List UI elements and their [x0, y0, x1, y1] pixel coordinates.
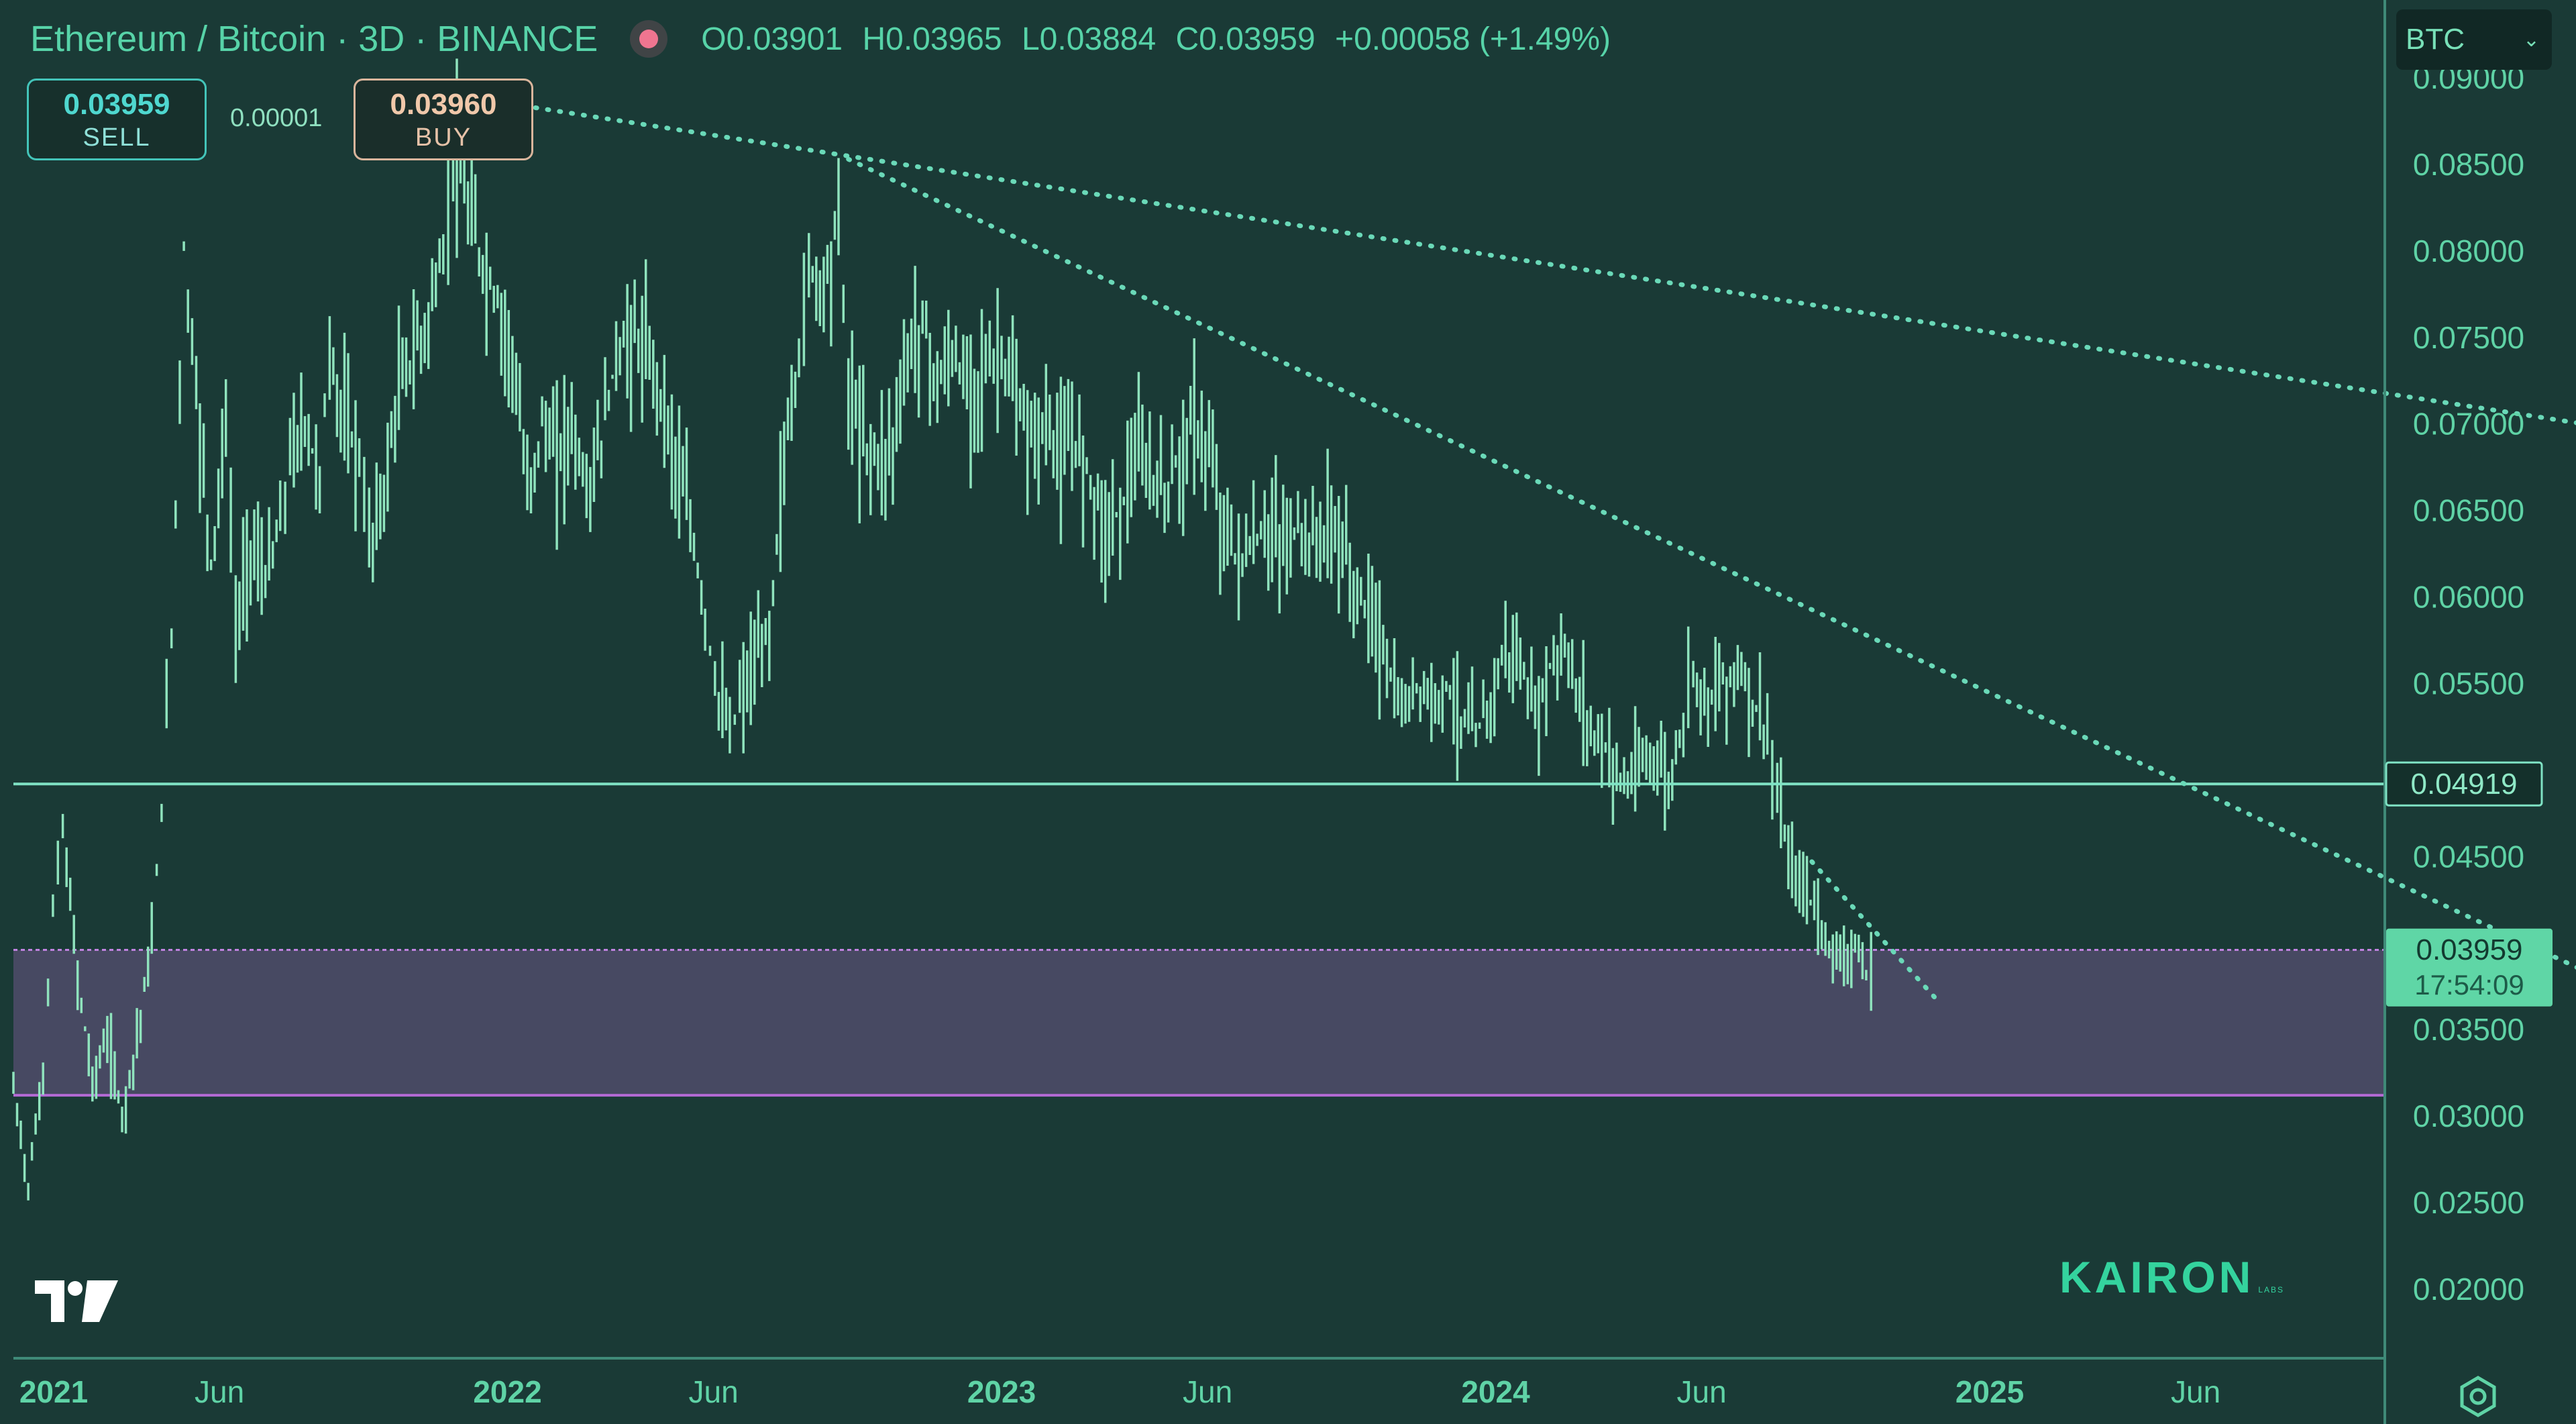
high-value: H0.03965	[862, 21, 1002, 57]
market-status-icon	[639, 30, 659, 48]
chevron-down-icon: ⌄	[2522, 28, 2540, 51]
time-tick-2: 2022	[473, 1374, 541, 1409]
trendline-0	[485, 98, 2576, 425]
time-tick-1: Jun	[195, 1374, 244, 1409]
close-value: C0.03959	[1175, 21, 1316, 57]
trendline-1	[846, 156, 2576, 970]
sell-label: SELL	[83, 123, 151, 152]
last-price-label: 0.03959 17:54:09	[2386, 928, 2553, 1007]
price-tick-7: 0.05500	[2413, 666, 2524, 701]
sell-button[interactable]: 0.03959 SELL	[27, 79, 207, 160]
time-axis: 2021 Jun 2022 Jun 2023 Jun 2024 Jun 2025 Jun	[19, 1374, 2220, 1409]
price-tick-1: 0.08500	[2413, 147, 2524, 182]
time-tick-4: 2023	[967, 1374, 1036, 1409]
support-zone	[13, 950, 2385, 1096]
sell-price: 0.03959	[63, 88, 170, 121]
buy-button[interactable]: 0.03960 BUY	[354, 79, 533, 160]
buy-price: 0.03960	[390, 88, 497, 121]
open-value: O0.03901	[701, 21, 843, 57]
time-tick-0: 2021	[19, 1374, 88, 1409]
watermark-text: KAIRON	[2059, 1252, 2255, 1302]
price-axis: 0.090000.085000.080000.075000.070000.065…	[2413, 60, 2524, 1307]
time-tick-8: 2025	[1955, 1374, 2024, 1409]
time-tick-9: Jun	[2171, 1374, 2220, 1409]
price-tick-12: 0.02000	[2413, 1272, 2524, 1307]
trendline-2	[1809, 859, 1943, 1006]
price-tick-4: 0.07000	[2413, 407, 2524, 442]
horizontal-line-price-text: 0.04919	[2410, 768, 2517, 801]
price-tick-10: 0.03000	[2413, 1099, 2524, 1133]
time-tick-3: Jun	[689, 1374, 739, 1409]
horizontal-line-price-label: 0.04919	[2385, 761, 2543, 807]
low-value: L0.03884	[1021, 21, 1157, 57]
price-tick-9: 0.03500	[2413, 1012, 2524, 1047]
price-tick-11: 0.02500	[2413, 1185, 2524, 1220]
time-tick-6: 2024	[1461, 1374, 1530, 1409]
price-tick-3: 0.07500	[2413, 320, 2524, 355]
buy-label: BUY	[415, 123, 472, 152]
ohlc-readout: O0.03901 H0.03965 L0.03884 C0.03959 +0.0…	[701, 21, 1621, 58]
watermark-sub-text: LABS	[2258, 1285, 2285, 1294]
spread-value: 0.00001	[230, 104, 323, 132]
trendlines[interactable]	[485, 98, 2576, 1006]
brand-watermark: KAIRON LABS	[2059, 1252, 2284, 1303]
change-value: +0.00058 (+1.49%)	[1335, 21, 1611, 57]
settings-gear-icon[interactable]	[2454, 1372, 2502, 1421]
bar-countdown-text: 17:54:09	[2414, 969, 2524, 1001]
currency-selector[interactable]: BTC ⌄	[2396, 9, 2552, 70]
time-tick-7: Jun	[1677, 1374, 1727, 1409]
last-price-text: 0.03959	[2416, 933, 2522, 966]
time-tick-5: Jun	[1183, 1374, 1232, 1409]
price-tick-2: 0.08000	[2413, 234, 2524, 268]
currency-label: BTC	[2406, 23, 2465, 56]
price-tick-8: 0.04500	[2413, 839, 2524, 874]
symbol-title[interactable]: Ethereum / Bitcoin · 3D · BINANCE	[30, 19, 598, 59]
price-tick-6: 0.06000	[2413, 580, 2524, 615]
price-series	[12, 58, 1872, 1201]
chart-header: Ethereum / Bitcoin · 3D · BINANCE O0.039…	[30, 15, 1621, 63]
tradingview-logo-icon[interactable]	[35, 1280, 118, 1327]
price-tick-5: 0.06500	[2413, 493, 2524, 528]
